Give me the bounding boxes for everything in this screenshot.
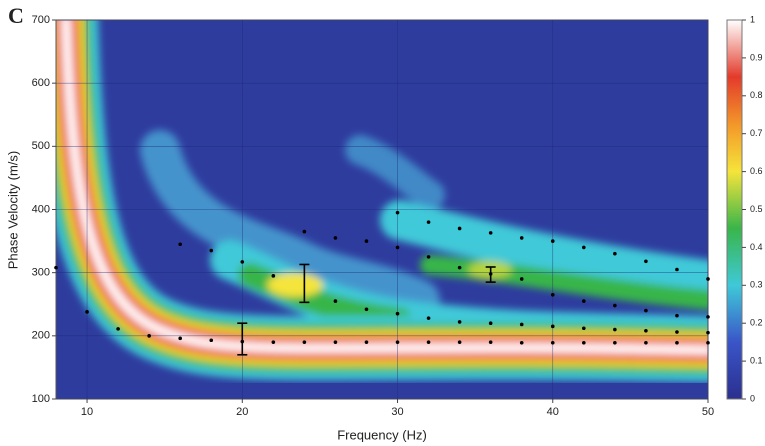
point <box>209 338 214 343</box>
point <box>271 340 276 344</box>
point <box>302 229 307 234</box>
error-bar <box>299 263 310 304</box>
colorbar-tick-label: 0.9 <box>750 52 763 62</box>
point <box>426 340 431 344</box>
x-axis-label: Frequency (Hz) <box>337 427 427 442</box>
point <box>706 330 710 335</box>
colorbar-tick-label: 0 <box>750 393 755 403</box>
point <box>519 322 524 327</box>
point <box>395 245 400 250</box>
point <box>613 251 617 256</box>
colorbar-tick-label: 0.6 <box>750 166 763 176</box>
x-tick-label: 30 <box>391 406 403 418</box>
point <box>675 340 679 345</box>
colorbar-tick-label: 1 <box>750 14 755 24</box>
point <box>178 242 182 247</box>
x-tick-label: 50 <box>702 406 714 418</box>
point <box>333 340 338 344</box>
colorbar-tick-label: 0.5 <box>750 204 763 214</box>
point <box>271 274 276 278</box>
point <box>147 334 151 338</box>
colorbar-tick-label: 0.8 <box>750 90 763 100</box>
x-tick-label: 10 <box>81 406 93 418</box>
point <box>85 310 89 314</box>
colorbar <box>726 19 743 400</box>
point <box>613 327 617 332</box>
point <box>706 315 710 319</box>
point <box>178 336 182 341</box>
y-tick-label: 300 <box>32 267 50 279</box>
point <box>644 328 648 333</box>
point <box>550 324 555 329</box>
point <box>613 340 617 345</box>
point <box>395 311 400 316</box>
point <box>706 340 710 345</box>
y-axis-label: Phase Velocity (m/s) <box>5 151 20 270</box>
point <box>395 210 400 215</box>
error-bar <box>237 322 248 356</box>
point <box>550 340 555 345</box>
y-tick-label: 400 <box>32 203 50 215</box>
point <box>426 255 431 259</box>
point <box>613 303 617 308</box>
point <box>333 299 338 303</box>
panel-label: C <box>8 3 24 28</box>
point <box>209 248 214 253</box>
point <box>364 307 369 312</box>
point <box>457 226 462 231</box>
point <box>395 340 400 344</box>
y-tick-label: 500 <box>32 140 50 152</box>
colorbar-tick-label: 0.4 <box>750 242 763 252</box>
point <box>426 316 431 320</box>
point <box>519 277 524 281</box>
y-tick-label: 100 <box>32 393 50 405</box>
point <box>488 321 493 326</box>
point <box>644 259 648 264</box>
point <box>488 340 493 344</box>
point <box>54 265 58 270</box>
y-tick-label: 700 <box>32 14 50 26</box>
point <box>116 327 120 331</box>
point <box>582 340 586 345</box>
colorbar-tick-label: 0.2 <box>750 318 763 328</box>
point <box>644 340 648 345</box>
colorbar-tick-label: 0.1 <box>750 355 763 365</box>
point <box>706 277 710 281</box>
point <box>426 220 431 224</box>
point <box>582 245 586 250</box>
colorbar-tick-label: 0.3 <box>750 280 763 290</box>
x-tick-label: 40 <box>547 406 559 418</box>
point <box>364 340 369 344</box>
point <box>675 313 679 318</box>
colorbar-tick-label: 0.7 <box>750 128 763 138</box>
point <box>550 239 555 243</box>
point <box>333 236 338 240</box>
point <box>675 267 679 272</box>
point <box>302 340 307 344</box>
point <box>457 265 462 270</box>
point <box>488 231 493 235</box>
point <box>675 330 679 334</box>
point <box>240 260 245 264</box>
x-tick-label: 20 <box>236 406 248 418</box>
point <box>644 308 648 313</box>
point <box>364 239 369 243</box>
y-tick-label: 200 <box>32 330 50 342</box>
point <box>519 236 524 240</box>
error-bar <box>485 266 496 283</box>
point <box>519 340 524 345</box>
y-tick-label: 600 <box>32 77 50 89</box>
point <box>457 340 462 344</box>
point <box>550 292 555 297</box>
point <box>582 326 586 331</box>
point <box>457 320 462 324</box>
point <box>582 299 586 303</box>
